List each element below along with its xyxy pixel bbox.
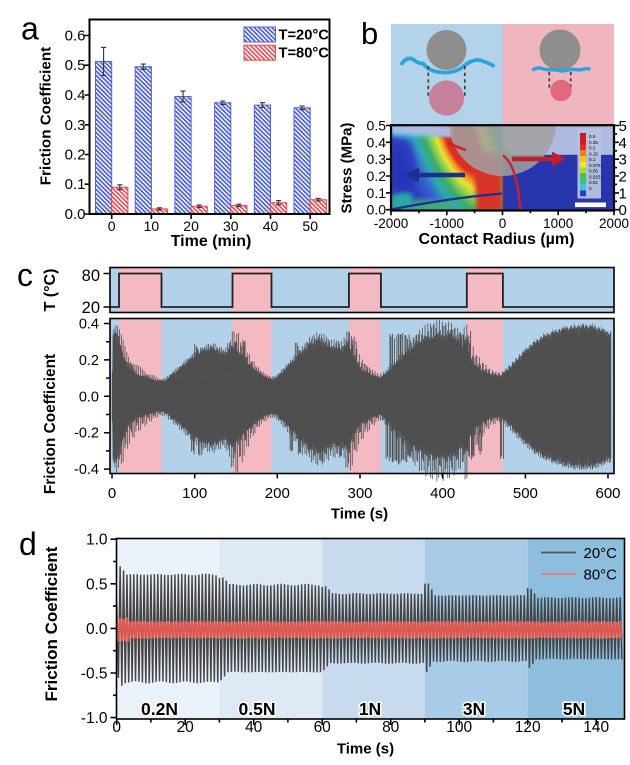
- svg-text:0.1: 0.1: [367, 185, 387, 201]
- svg-text:T=80°C: T=80°C: [279, 46, 330, 62]
- svg-text:0.6: 0.6: [65, 28, 86, 45]
- svg-text:0.2: 0.2: [367, 168, 387, 184]
- svg-text:-1.0: -1.0: [81, 710, 108, 727]
- svg-text:10: 10: [144, 218, 160, 234]
- svg-text:80: 80: [382, 719, 400, 736]
- svg-text:1000: 1000: [543, 216, 573, 231]
- svg-text:0.5: 0.5: [86, 576, 108, 593]
- svg-text:0.5: 0.5: [589, 134, 596, 139]
- svg-text:-0.2: -0.2: [74, 426, 99, 442]
- svg-text:0.4: 0.4: [65, 87, 86, 104]
- svg-text:80: 80: [82, 267, 100, 285]
- svg-text:0.0: 0.0: [79, 389, 99, 405]
- svg-text:3N: 3N: [463, 699, 485, 719]
- svg-text:-2000: -2000: [374, 216, 409, 231]
- svg-text:0.2: 0.2: [589, 146, 596, 151]
- svg-text:400: 400: [430, 485, 455, 502]
- svg-text:0: 0: [112, 719, 121, 736]
- svg-text:20: 20: [177, 719, 195, 736]
- svg-text:Contact Radius (µm): Contact Radius (µm): [419, 231, 575, 248]
- svg-text:40: 40: [263, 218, 279, 234]
- svg-text:0.05: 0.05: [589, 169, 598, 174]
- svg-text:4: 4: [619, 135, 627, 152]
- svg-text:1: 1: [619, 185, 627, 202]
- svg-text:60: 60: [314, 719, 332, 736]
- svg-text:1.0: 1.0: [86, 532, 108, 549]
- svg-text:0: 0: [108, 218, 116, 234]
- svg-text:0.025: 0.025: [589, 174, 601, 179]
- svg-text:Time (min): Time (min): [171, 233, 252, 250]
- svg-text:Friction Coefficient: Friction Coefficient: [42, 354, 59, 494]
- svg-text:Time (s): Time (s): [331, 506, 388, 523]
- svg-text:0.2N: 0.2N: [141, 699, 178, 719]
- svg-text:Friction Coefficient: Friction Coefficient: [38, 47, 55, 185]
- svg-text:50: 50: [302, 218, 318, 234]
- svg-text:-0.4: -0.4: [74, 462, 99, 478]
- svg-text:0.0: 0.0: [86, 621, 108, 638]
- svg-text:c: c: [17, 257, 33, 293]
- svg-text:0.1: 0.1: [589, 157, 596, 162]
- svg-text:0.35: 0.35: [589, 140, 598, 145]
- svg-text:d: d: [19, 526, 37, 562]
- svg-text:0.2: 0.2: [65, 147, 86, 164]
- svg-text:100: 100: [446, 719, 472, 736]
- svg-text:T (°C): T (°C): [42, 269, 59, 312]
- svg-text:Stress (MPa): Stress (MPa): [339, 123, 356, 214]
- svg-text:80°C: 80°C: [584, 567, 618, 584]
- svg-text:2000: 2000: [599, 216, 629, 231]
- svg-text:0.0: 0.0: [367, 202, 387, 218]
- svg-text:0.5: 0.5: [65, 57, 86, 74]
- svg-text:120: 120: [515, 719, 541, 736]
- svg-text:30: 30: [223, 218, 239, 234]
- svg-text:0.075: 0.075: [589, 163, 601, 168]
- svg-text:T=20°C: T=20°C: [279, 28, 330, 44]
- svg-text:500: 500: [513, 485, 538, 502]
- svg-text:20°C: 20°C: [584, 545, 618, 562]
- svg-text:0.01: 0.01: [589, 180, 598, 185]
- svg-text:Friction Coefficient: Friction Coefficient: [42, 546, 61, 701]
- svg-text:0.0: 0.0: [65, 206, 86, 223]
- svg-text:200: 200: [265, 485, 290, 502]
- svg-text:Time (s): Time (s): [337, 741, 394, 758]
- svg-text:b: b: [361, 16, 378, 51]
- svg-text:0.1: 0.1: [65, 176, 86, 193]
- svg-text:5: 5: [619, 118, 627, 135]
- svg-text:0: 0: [619, 202, 627, 219]
- svg-text:0: 0: [108, 485, 116, 502]
- svg-text:3: 3: [619, 152, 627, 169]
- svg-text:0.4: 0.4: [367, 134, 387, 150]
- svg-text:20: 20: [82, 299, 100, 317]
- svg-text:0.5N: 0.5N: [239, 699, 276, 719]
- svg-text:2: 2: [619, 169, 627, 186]
- svg-text:1N: 1N: [359, 699, 381, 719]
- svg-text:0.5: 0.5: [367, 118, 387, 134]
- svg-text:0.3: 0.3: [367, 151, 387, 167]
- svg-text:-0.5: -0.5: [81, 666, 108, 683]
- svg-text:40: 40: [245, 719, 263, 736]
- svg-text:0.2: 0.2: [79, 353, 99, 369]
- svg-text:0.15: 0.15: [589, 151, 598, 156]
- svg-text:0: 0: [499, 216, 507, 231]
- svg-text:-1000: -1000: [430, 216, 465, 231]
- svg-text:0.4: 0.4: [79, 317, 99, 333]
- svg-text:0: 0: [589, 186, 592, 191]
- svg-text:20: 20: [183, 218, 199, 234]
- svg-text:100: 100: [182, 485, 207, 502]
- svg-text:300: 300: [347, 485, 372, 502]
- svg-text:140: 140: [583, 719, 609, 736]
- svg-text:a: a: [21, 11, 39, 47]
- svg-text:5N: 5N: [563, 699, 585, 719]
- svg-text:0.3: 0.3: [65, 117, 86, 134]
- svg-text:600: 600: [595, 485, 620, 502]
